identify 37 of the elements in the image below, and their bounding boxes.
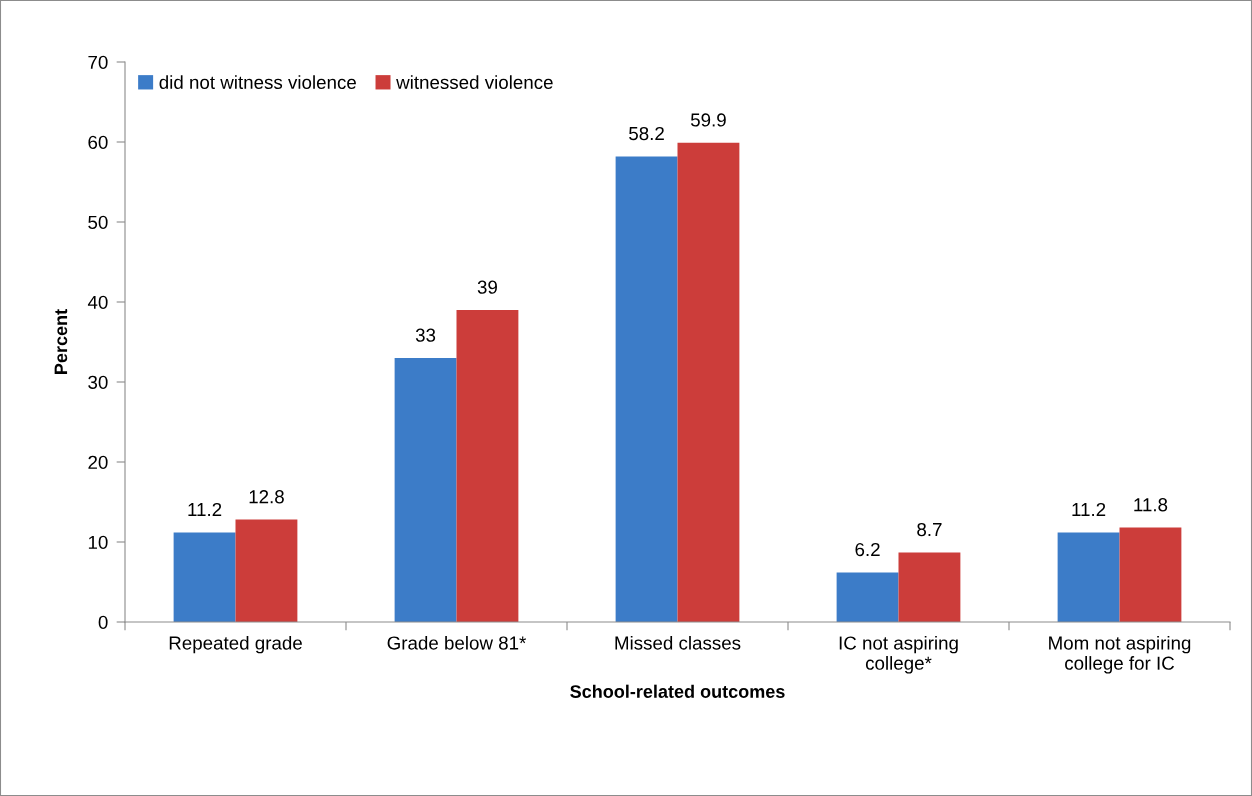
legend-label: witnessed violence: [396, 75, 553, 89]
y-tick-label: 60: [88, 135, 108, 149]
y-tick-label: 30: [88, 375, 108, 389]
y-axis-title: Percent: [54, 309, 68, 374]
bar: [1119, 527, 1182, 622]
bar: [456, 310, 519, 622]
bar: [235, 519, 298, 622]
bar: [1057, 532, 1120, 622]
data-label: 59.9: [690, 113, 726, 127]
data-label: 39: [477, 280, 497, 294]
data-label: 11.2: [1072, 502, 1106, 517]
data-label: 6.2: [855, 542, 880, 557]
data-label: 33: [415, 328, 436, 342]
x-tick-label: Missed classes: [615, 635, 741, 650]
legend-label: did not witness violence: [159, 75, 356, 89]
bar: [836, 572, 899, 622]
x-tick-label: Grade below 81*: [387, 635, 527, 650]
y-tick-label: 70: [88, 55, 108, 69]
y-tick-label: 0: [98, 615, 108, 629]
x-tick-label: Repeated grade: [169, 635, 302, 654]
bar: [615, 156, 678, 622]
data-label: 11.2: [188, 502, 222, 517]
bar: [173, 532, 236, 622]
data-label: 8.7: [917, 522, 942, 537]
bar: [898, 552, 961, 622]
data-label: 11.8: [1134, 498, 1168, 512]
y-tick-label: 20: [88, 455, 108, 469]
bar: [677, 142, 740, 622]
y-tick-label: 10: [88, 535, 108, 549]
data-label: 12.8: [249, 490, 284, 504]
x-axis-title: School-related outcomes: [570, 684, 785, 698]
data-label: 58.2: [629, 126, 664, 141]
x-tick-label: IC not aspiring college*: [839, 635, 958, 674]
x-tick-label: Mom not aspiring college for IC: [1049, 635, 1191, 674]
y-tick-label: 50: [88, 215, 108, 229]
bar: [394, 358, 457, 622]
y-tick-label: 40: [87, 295, 108, 309]
